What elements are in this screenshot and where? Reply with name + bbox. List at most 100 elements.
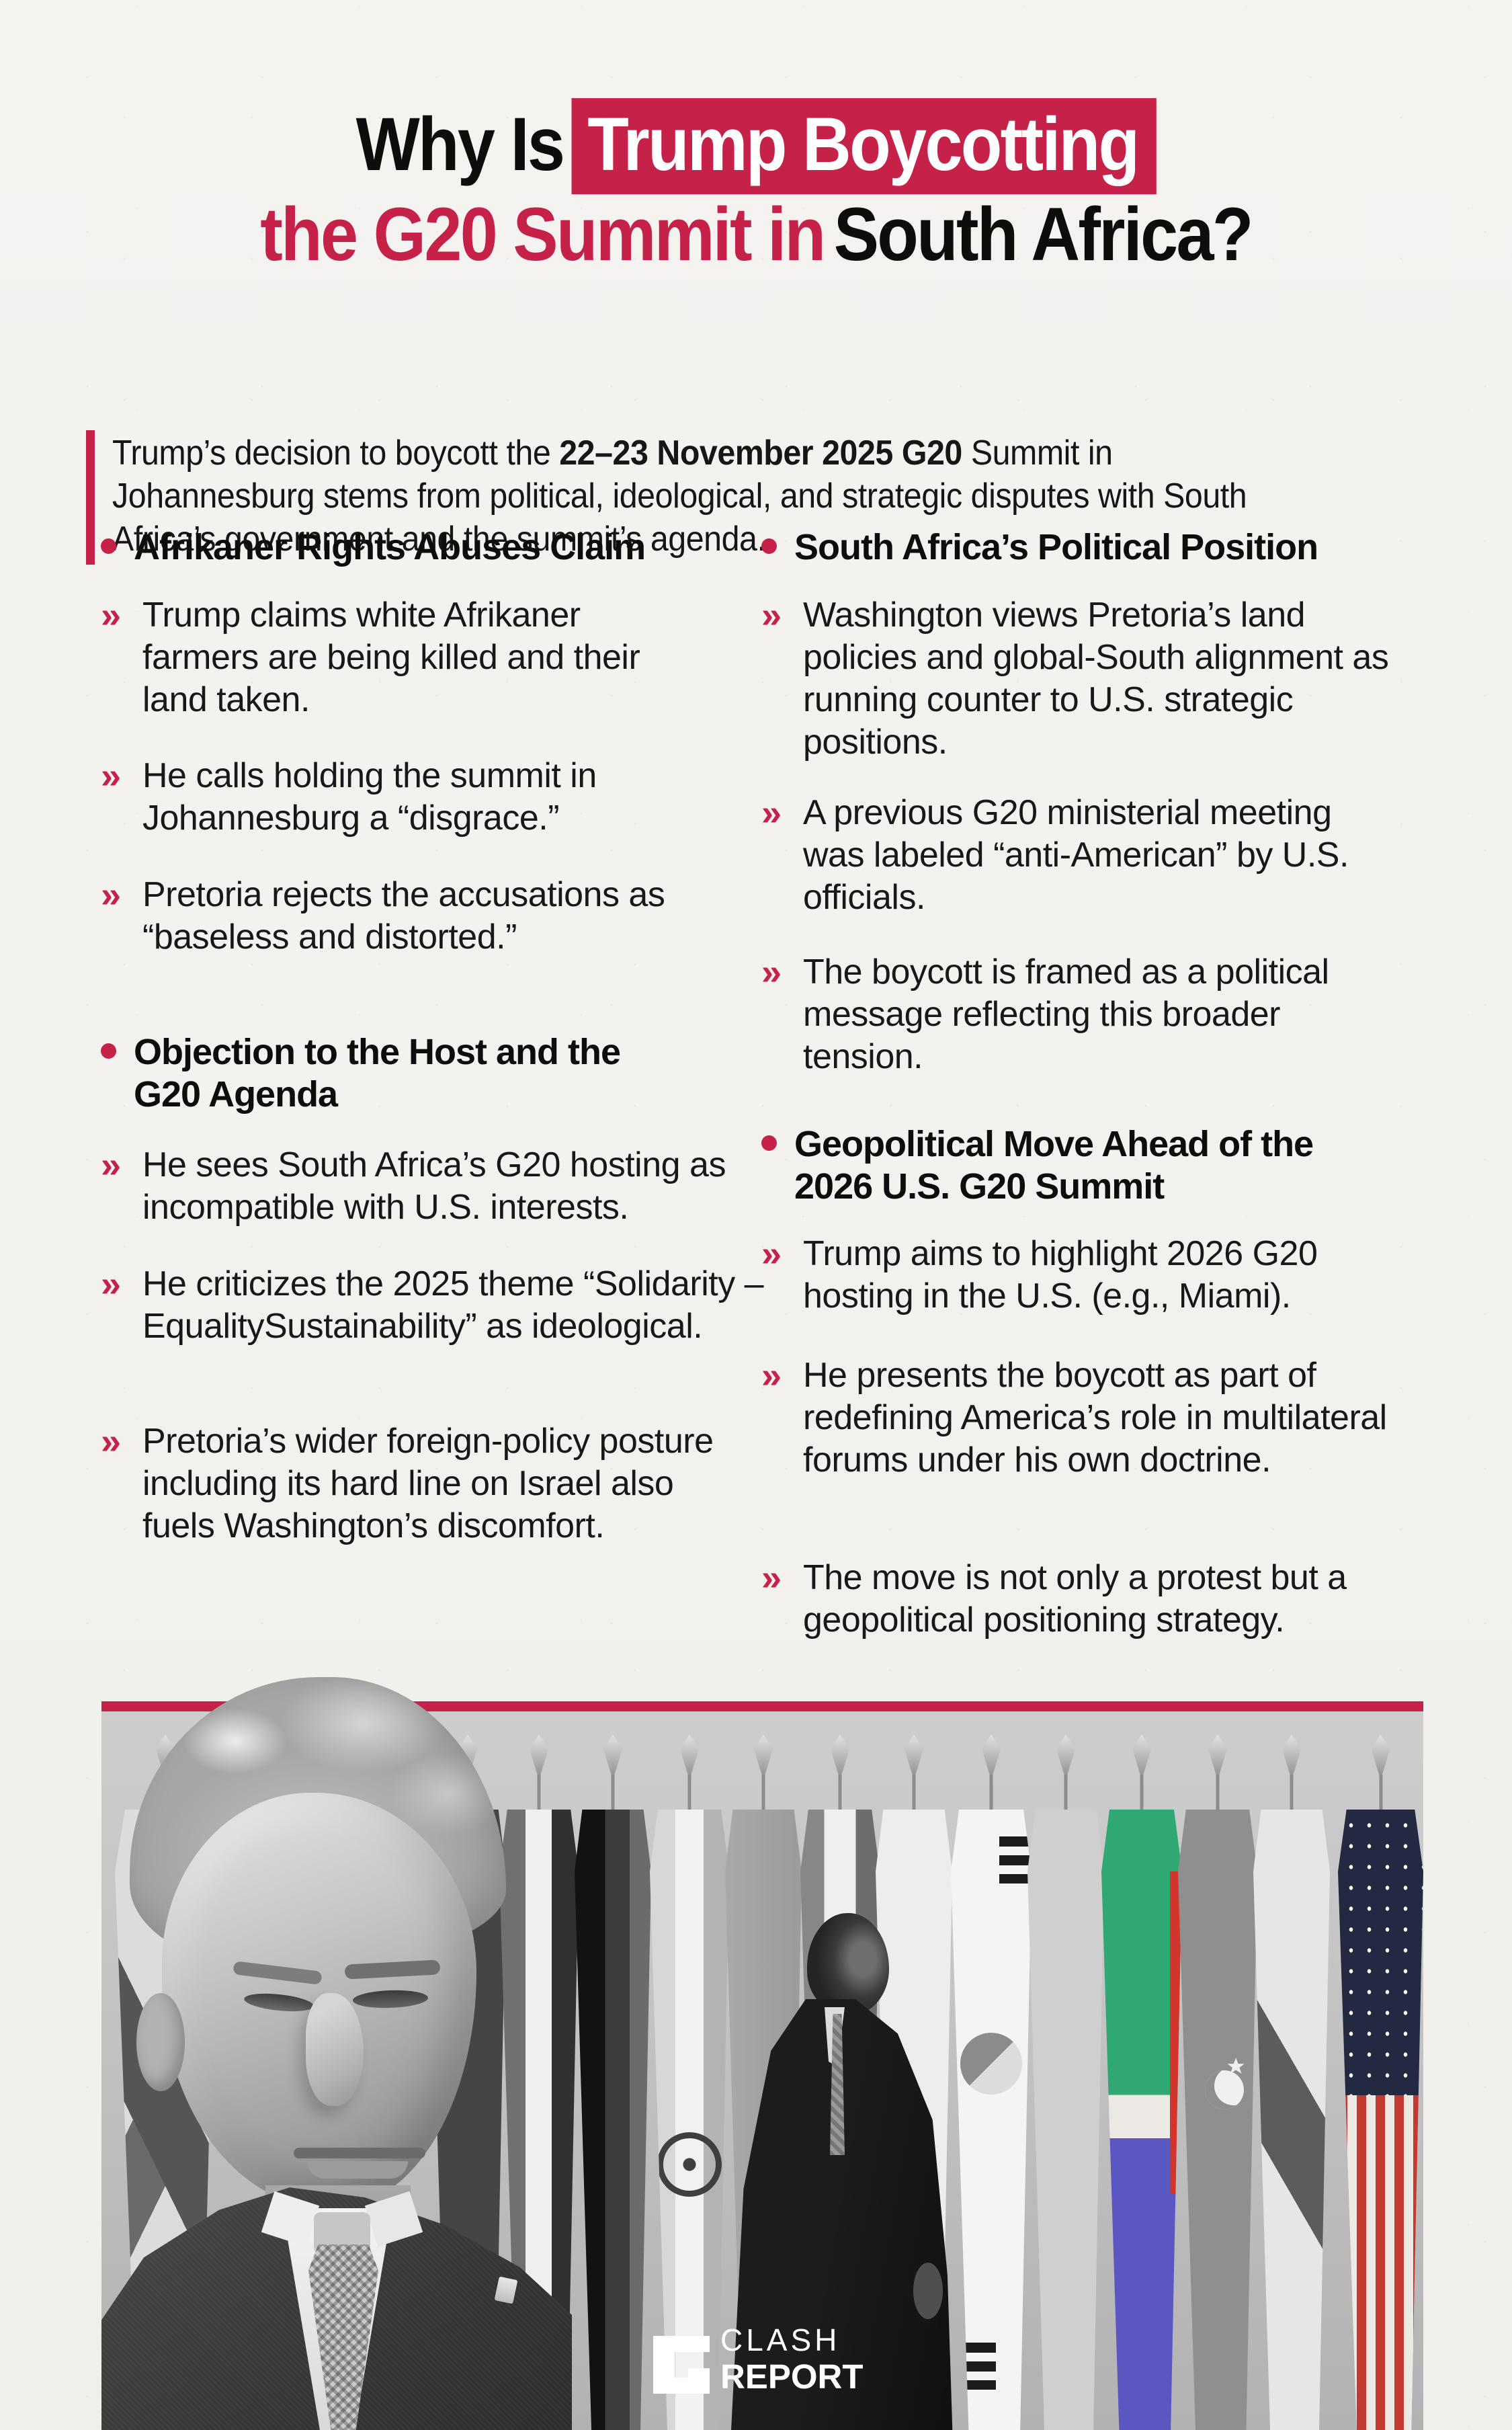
chevron-icon <box>761 1557 792 1598</box>
flag-finial-icon <box>603 1734 622 1780</box>
bullet-dot-icon <box>761 1135 777 1151</box>
ramaphosa-head <box>807 1913 889 2015</box>
flagpole <box>838 1775 842 1815</box>
bullet-item: Pretoria rejects the accusations as “bas… <box>101 874 700 959</box>
section-heading-geopolitical: Geopolitical Move Ahead of the 2026 U.S.… <box>761 1123 1440 1208</box>
bullet-item: Washington views Pretoria’s land policie… <box>761 594 1394 764</box>
chevron-icon <box>101 755 132 797</box>
title-line2-black: South Africa? <box>833 192 1254 276</box>
red-divider-bar <box>101 1701 1423 1711</box>
chevron-icon <box>101 1144 132 1186</box>
chevron-icon <box>761 1233 792 1274</box>
bullet-dot-icon <box>101 538 116 554</box>
flag-finial-icon <box>905 1734 923 1780</box>
intro-date-bold: 22–23 November 2025 G20 <box>559 434 962 473</box>
clash-report-logo: CLASH REPORT <box>653 2324 864 2394</box>
flag-south-africa-color <box>1101 1734 1182 2430</box>
flag-finial-icon <box>1056 1734 1075 1780</box>
flag-finial-icon <box>982 1734 1001 1780</box>
brand-name-bottom: REPORT <box>720 2357 864 2396</box>
flag-finial-icon <box>1208 1734 1227 1780</box>
photo-background-wall <box>101 1711 1423 2430</box>
flagpole <box>1216 1775 1220 1815</box>
usa-stripes <box>1338 2095 1423 2430</box>
bullet-text: A previous G20 ministerial meeting was l… <box>803 793 1349 917</box>
bullet-text: He calls holding the summit in Johannesb… <box>142 756 597 838</box>
chevron-icon <box>101 874 132 916</box>
section-heading-afrikaner: Afrikaner Rights Abuses Claim <box>101 526 706 569</box>
intro-paragraph: Trump’s decision to boycott the 22–23 No… <box>86 430 1262 565</box>
bullet-item: He criticizes the 2025 theme “Solidarity… <box>101 1263 774 1348</box>
bullet-item: He sees South Africa’s G20 hosting as in… <box>101 1144 747 1229</box>
bullet-text: He sees South Africa’s G20 hosting as in… <box>142 1145 726 1227</box>
chevron-icon <box>761 594 792 636</box>
flagpole <box>611 1775 615 1815</box>
intro-pre: Trump’s decision to boycott the <box>112 434 560 473</box>
flagpole <box>1290 1775 1294 1815</box>
bullet-text: Washington views Pretoria’s land policie… <box>803 596 1389 762</box>
title-line1-plain: Why Is <box>355 102 565 186</box>
flag-pakistan-bw <box>1178 1734 1257 2430</box>
flagpole <box>1064 1775 1068 1815</box>
trump-nose <box>306 1993 364 2106</box>
flag-usa-color <box>1338 1734 1423 2430</box>
section-heading-text: Objection to the Host and the G20 Agenda <box>134 1032 621 1115</box>
chevron-icon <box>761 951 792 993</box>
bullet-dot-icon <box>761 538 777 554</box>
bullet-text: He presents the boycott as part of redef… <box>803 1356 1387 1480</box>
bullet-item: Pretoria’s wider foreign-policy posture … <box>101 1420 720 1547</box>
flag-germany-bw <box>575 1734 651 2430</box>
bullet-item: The move is not only a protest but a geo… <box>761 1557 1394 1642</box>
trump-mouth <box>294 2148 425 2158</box>
bullet-item: Trump claims white Afrikaner farmers are… <box>101 594 700 721</box>
title-line1-highlight: Trump Boycotting <box>571 98 1157 194</box>
bullet-text: Pretoria rejects the accusations as “bas… <box>142 875 665 957</box>
ramaphosa-tie <box>830 2014 845 2155</box>
bullet-item: He calls holding the summit in Johannesb… <box>101 755 700 840</box>
section-heading-objection: Objection to the Host and the G20 Agenda <box>101 1031 746 1116</box>
bullet-text: Pretoria’s wider foreign-policy posture … <box>142 1422 714 1545</box>
bullet-item: Trump aims to highlight 2026 G20 hosting… <box>761 1233 1394 1318</box>
flagpole <box>989 1775 993 1815</box>
section-heading-text: South Africa’s Political Position <box>794 527 1318 567</box>
summit-photo-collage <box>101 1701 1423 2430</box>
trump-ear <box>136 1993 185 2091</box>
flagpole <box>1140 1775 1144 1815</box>
bullet-dot-icon <box>101 1043 116 1059</box>
chevron-icon <box>761 1354 792 1396</box>
bullet-text: The move is not only a protest but a geo… <box>803 1558 1347 1639</box>
flagpole <box>537 1775 541 1815</box>
page-title: Why Is Trump Boycotting the G20 Summit in… <box>0 98 1512 280</box>
section-heading-text: Afrikaner Rights Abuses Claim <box>134 527 646 567</box>
chevron-icon <box>101 594 132 636</box>
brand-name-top: CLASH <box>720 2322 841 2357</box>
bullet-item: A previous G20 ministerial meeting was l… <box>761 792 1394 919</box>
flag-light-bw <box>1027 1734 1104 2430</box>
title-line-1: Why Is Trump Boycotting <box>76 98 1437 194</box>
donald-trump-figure <box>101 1677 572 2430</box>
ramaphosa-hand <box>913 2263 943 2319</box>
chevron-icon <box>101 1420 132 1462</box>
flag-india-bw <box>650 1734 729 2430</box>
section-heading-political-position: South Africa’s Political Position <box>761 526 1440 569</box>
flag-finial-icon <box>754 1734 773 1780</box>
flagpole <box>687 1775 691 1815</box>
chevron-icon <box>101 1263 132 1305</box>
flagpole <box>1379 1775 1382 1815</box>
clash-report-c-mark-icon <box>653 2336 710 2394</box>
intro-post: Summit in Johannesburg stems from politi… <box>112 434 1247 559</box>
bullet-text: Trump aims to highlight 2026 G20 hosting… <box>803 1234 1318 1315</box>
flagpole <box>761 1775 765 1815</box>
flag-finial-icon <box>1132 1734 1151 1780</box>
bullet-item: The boycott is framed as a political mes… <box>761 951 1394 1078</box>
bullet-text: The boycott is framed as a political mes… <box>803 953 1329 1076</box>
flag-finial-icon <box>1371 1734 1390 1780</box>
title-line-2: the G20 Summit in South Africa? <box>76 190 1437 280</box>
chevron-icon <box>761 792 792 834</box>
bullet-text: He criticizes the 2025 theme “Solidarity… <box>142 1264 764 1346</box>
flag-south-korea-bw <box>951 1734 1032 2430</box>
flagpole <box>912 1775 916 1815</box>
flag-finial-icon <box>831 1734 849 1780</box>
flag-finial-icon <box>680 1734 699 1780</box>
